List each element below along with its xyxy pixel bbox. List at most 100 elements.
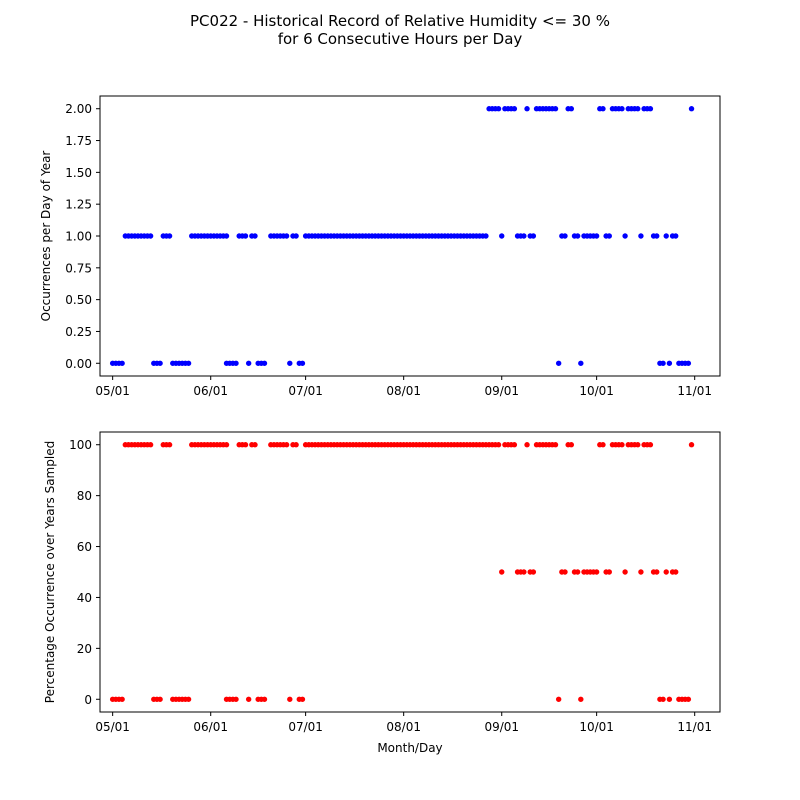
data-point (574, 569, 581, 575)
data-point (283, 442, 290, 448)
data-point (283, 233, 290, 239)
data-point (233, 360, 239, 366)
data-point (647, 106, 654, 112)
data-point (119, 696, 125, 702)
data-point (499, 569, 505, 575)
data-point (562, 569, 568, 575)
chart-title-line-1: PC022 - Historical Record of Relative Hu… (190, 12, 610, 30)
x-tick-label: 11/01 (677, 384, 712, 398)
x-tick-label: 07/01 (288, 720, 323, 734)
data-point (578, 360, 584, 366)
data-point (606, 569, 612, 575)
data-point (552, 442, 559, 448)
data-point (299, 696, 306, 702)
data-point (223, 233, 230, 239)
y-tick-label: 0.00 (65, 357, 92, 371)
y-tick-label: 0.50 (65, 293, 92, 307)
axes-frame (99, 431, 721, 713)
x-tick-label: 11/01 (677, 720, 712, 734)
data-point (521, 569, 527, 575)
data-point (622, 569, 628, 575)
data-point (574, 233, 581, 239)
data-point (552, 106, 559, 112)
data-point (663, 233, 669, 239)
data-point (638, 233, 644, 239)
data-point (157, 696, 163, 702)
data-point (119, 360, 125, 366)
data-points-bottom (109, 442, 695, 702)
y-tick-label: 1.75 (65, 134, 92, 148)
data-point (660, 696, 666, 702)
data-point (673, 233, 679, 239)
data-points-top (109, 106, 695, 366)
data-point (166, 233, 173, 239)
chart-panel-bottom: 05/01 06/01 07/01 08/01 09/01 10/01 11/01 0 20 40… (43, 431, 721, 755)
y-axis-label: Occurrences per Day of Year (39, 151, 53, 322)
data-point (654, 569, 660, 575)
y-tick-label: 1.25 (65, 198, 92, 212)
data-point (593, 233, 600, 239)
y-tick-label: 1.50 (65, 166, 92, 180)
chart-title: PC022 - Historical Record of Relative Hu… (0, 12, 800, 48)
data-point (287, 360, 293, 366)
data-point (293, 233, 299, 239)
y-tick-label: 20 (77, 642, 92, 656)
data-point (635, 106, 641, 112)
x-tick-label: 07/01 (288, 384, 323, 398)
data-point (688, 106, 695, 112)
y-tick-label: 0 (84, 693, 92, 707)
data-point (185, 360, 192, 366)
x-axis-label: Month/Day (377, 741, 442, 755)
data-point (521, 233, 527, 239)
y-tick-label: 60 (77, 540, 92, 554)
data-point (511, 106, 518, 112)
data-point (622, 233, 628, 239)
y-tick-label: 0.25 (65, 325, 92, 339)
x-tick-label: 06/01 (193, 720, 228, 734)
y-axis-label: Percentage Occurrence over Years Sampled (43, 441, 57, 703)
data-point (185, 696, 192, 702)
data-point (555, 360, 562, 366)
y-tick-label: 80 (77, 489, 92, 503)
data-point (147, 233, 154, 239)
data-point (530, 233, 537, 239)
data-point (261, 696, 268, 702)
data-point (647, 442, 654, 448)
x-tick-label: 10/01 (579, 384, 614, 398)
data-point (245, 696, 252, 702)
data-point (223, 442, 230, 448)
x-tick-label: 09/01 (484, 720, 519, 734)
y-tick-label: 40 (77, 591, 92, 605)
data-point (568, 106, 575, 112)
data-point (619, 442, 625, 448)
data-point (673, 569, 679, 575)
data-point (252, 442, 258, 448)
data-point (511, 442, 518, 448)
data-point (524, 442, 530, 448)
x-tick-label: 06/01 (193, 384, 228, 398)
data-point (483, 233, 489, 239)
data-point (299, 360, 306, 366)
data-point (606, 233, 612, 239)
data-point (685, 696, 692, 702)
data-point (166, 442, 173, 448)
data-point (245, 360, 252, 366)
data-point (495, 442, 502, 448)
data-point (600, 106, 606, 112)
y-tick-label: 2.00 (65, 102, 92, 116)
data-point (568, 442, 575, 448)
x-tick-label: 09/01 (484, 384, 519, 398)
x-tick-label: 05/01 (95, 720, 130, 734)
x-tick-label: 10/01 (579, 720, 614, 734)
data-point (233, 696, 239, 702)
data-point (287, 696, 293, 702)
data-point (524, 106, 530, 112)
data-point (663, 569, 669, 575)
data-point (685, 360, 692, 366)
x-tick-label: 08/01 (386, 720, 421, 734)
data-point (635, 442, 641, 448)
data-point (578, 696, 584, 702)
data-point (600, 442, 606, 448)
